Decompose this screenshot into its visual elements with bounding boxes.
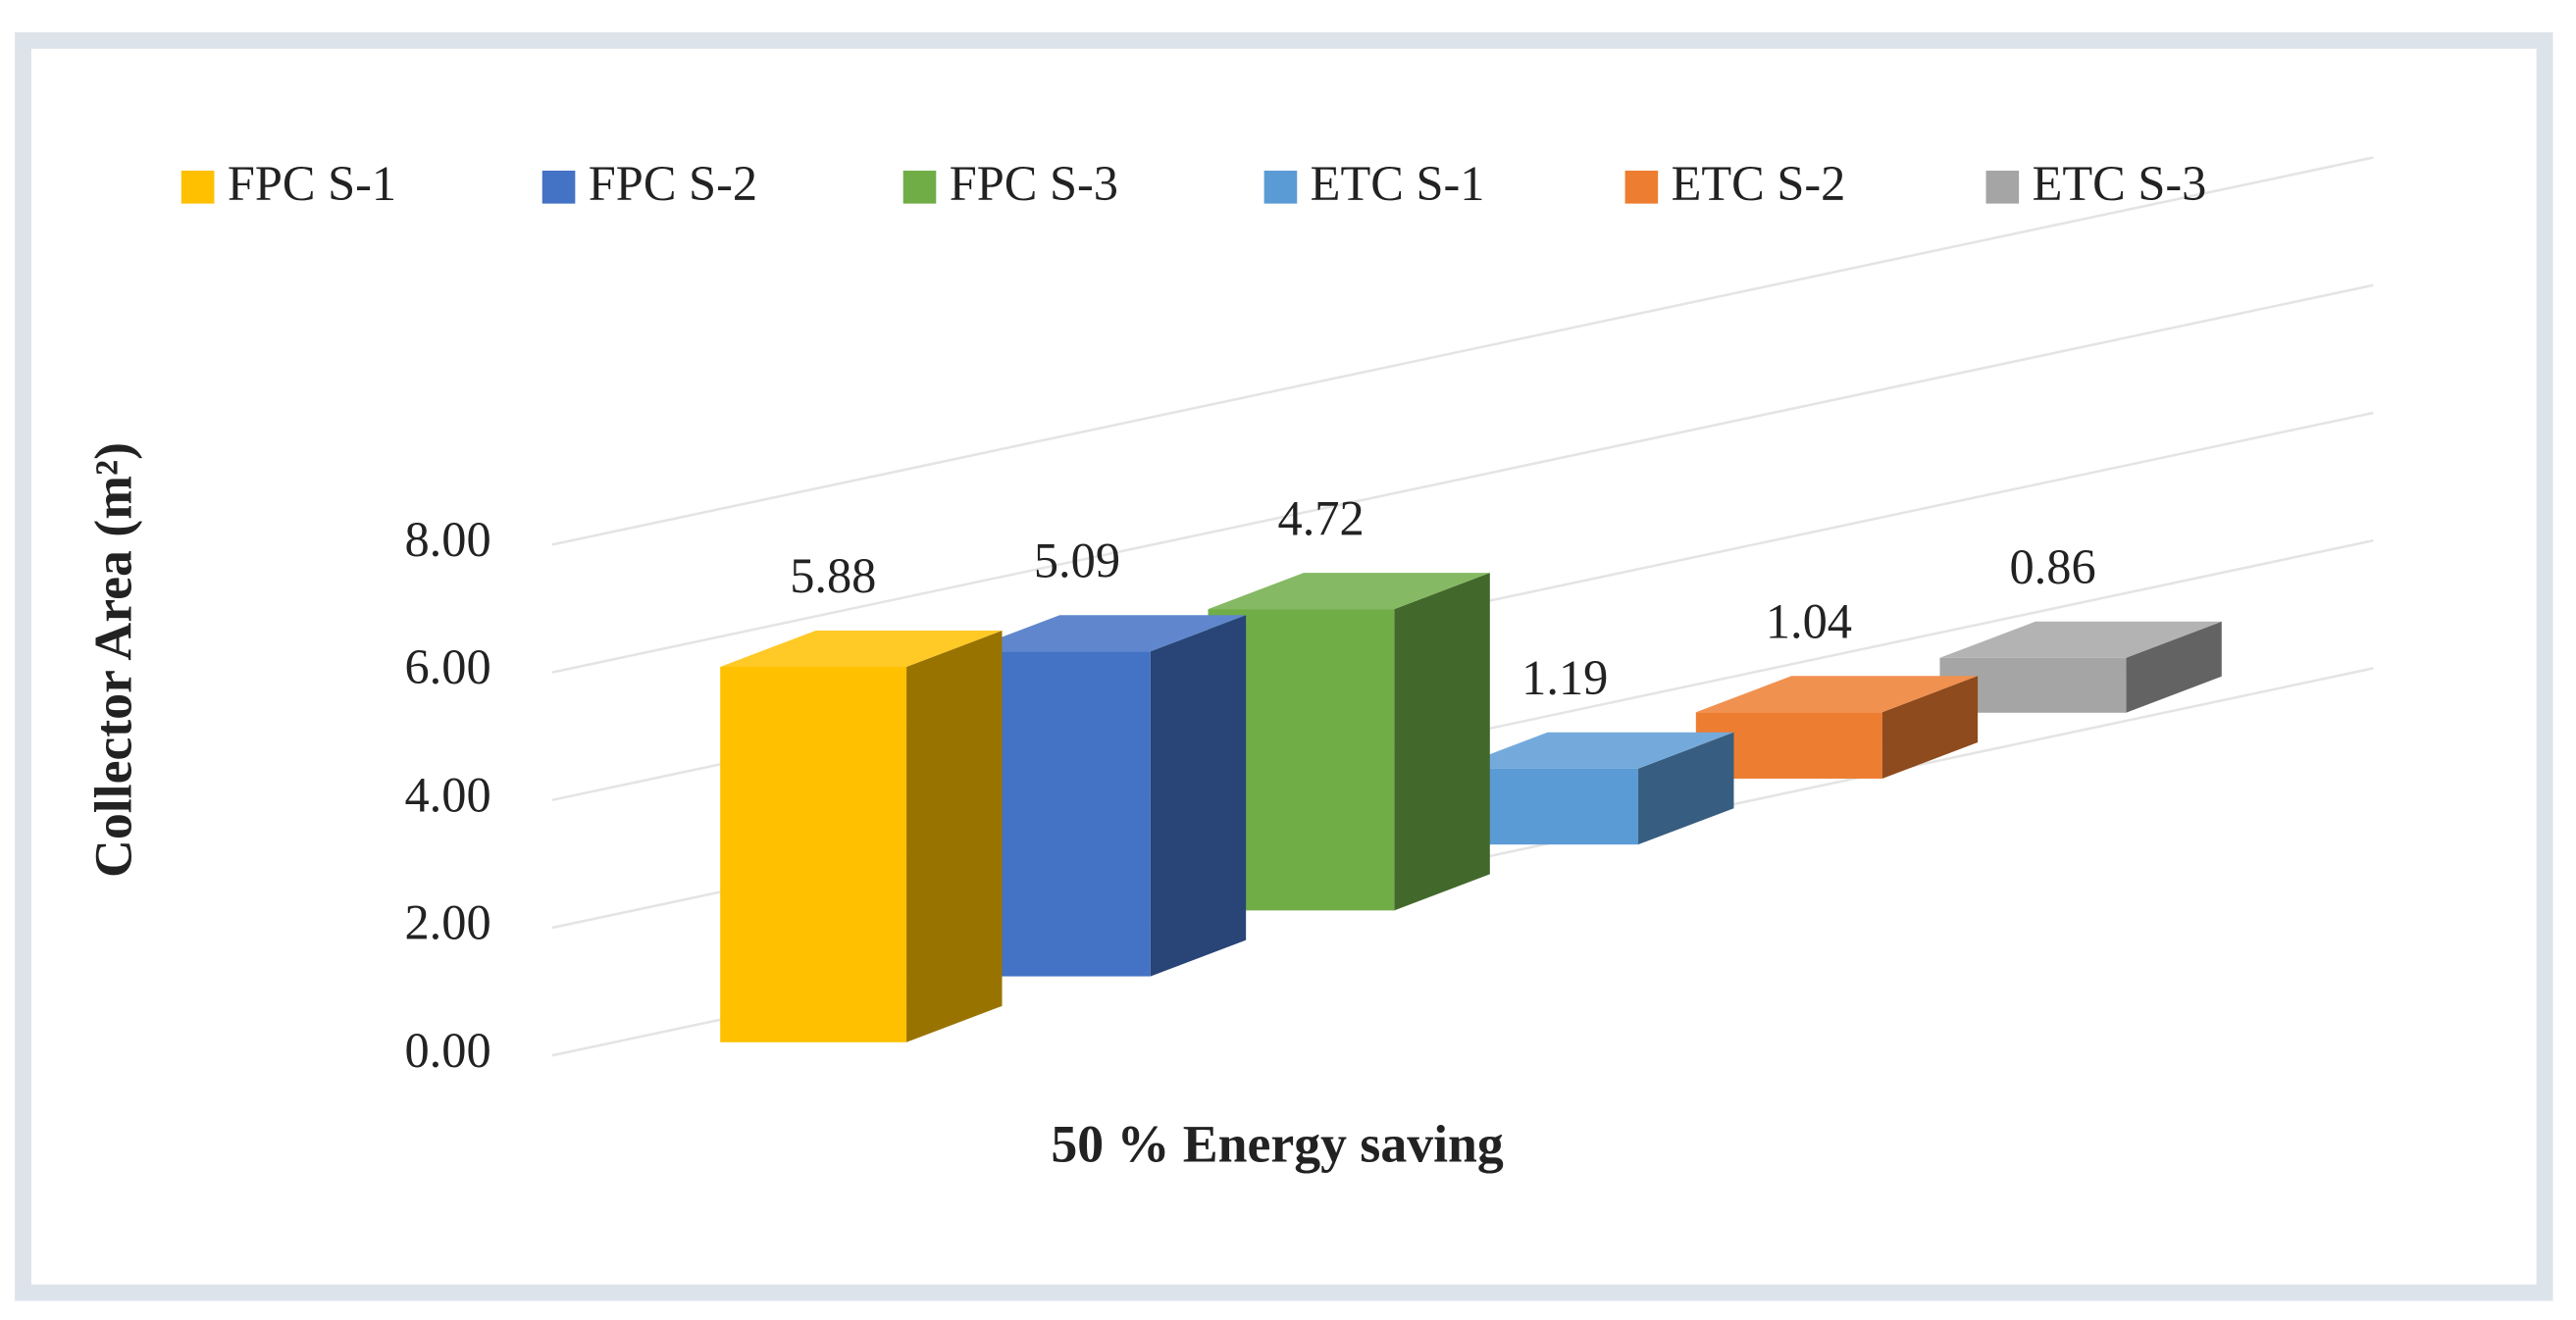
data-label: 1.04 xyxy=(1766,593,1852,648)
y-tick-label: 2.00 xyxy=(404,895,490,950)
bar-top xyxy=(1452,732,1734,769)
legend-swatch xyxy=(1985,171,2020,204)
legend-swatch xyxy=(902,171,937,204)
data-label: 5.88 xyxy=(790,548,876,603)
data-label: 1.19 xyxy=(1521,650,1608,705)
bar-top xyxy=(1939,621,2222,658)
y-tick-label: 6.00 xyxy=(404,639,490,694)
x-category-label: 50 % Energy saving xyxy=(1051,1114,1504,1173)
y-axis-label: Collector Area (m²) xyxy=(83,442,142,878)
legend-label: ETC S-2 xyxy=(1672,156,1846,211)
legend-swatch xyxy=(180,171,215,204)
legend-label: FPC S-1 xyxy=(228,156,396,211)
bar-top xyxy=(963,615,1247,652)
legend-swatch xyxy=(1263,171,1298,204)
grid-line xyxy=(551,156,2374,546)
bar-side xyxy=(1150,615,1247,977)
legend-label: FPC S-3 xyxy=(950,156,1118,211)
bar-top xyxy=(1208,573,1490,610)
bar-side xyxy=(906,631,1003,1042)
bar-side xyxy=(2126,621,2222,713)
legend-label: ETC S-3 xyxy=(2033,156,2207,211)
data-label: 0.86 xyxy=(2009,539,2095,594)
legend-swatch xyxy=(1624,171,1659,204)
data-label: 4.72 xyxy=(1278,490,1365,545)
bar xyxy=(720,666,907,1042)
y-tick-label: 8.00 xyxy=(404,512,490,567)
legend-label: FPC S-2 xyxy=(589,156,757,211)
y-tick-label: 0.00 xyxy=(404,1023,490,1078)
legend-label: ETC S-1 xyxy=(1311,156,1485,211)
y-tick-label: 4.00 xyxy=(404,767,490,822)
legend-swatch xyxy=(541,171,576,204)
bar-side xyxy=(1881,676,1979,779)
data-label: 5.09 xyxy=(1034,533,1120,587)
bar-top xyxy=(720,631,1003,667)
bar-side xyxy=(1394,573,1490,911)
bar-top xyxy=(1695,676,1979,713)
bar-side xyxy=(1638,732,1734,845)
grid-line xyxy=(551,283,2374,674)
